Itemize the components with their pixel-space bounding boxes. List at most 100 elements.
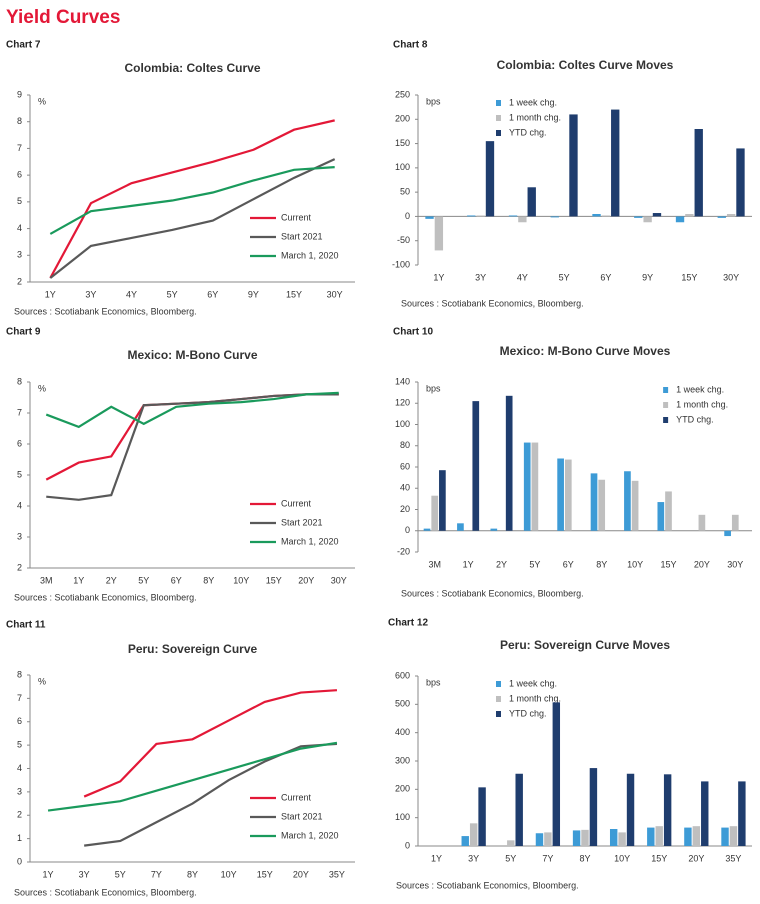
legend-label: Start 2021 xyxy=(281,811,323,821)
legend-label: March 1, 2020 xyxy=(281,536,339,546)
legend-label: March 1, 2020 xyxy=(281,250,339,260)
bar xyxy=(507,840,515,846)
x-tick-label: 10Y xyxy=(614,853,630,863)
chart-label: Chart 9 xyxy=(6,327,41,338)
legend-label: 1 week chg. xyxy=(676,384,724,394)
unit-label: % xyxy=(38,96,46,106)
bar xyxy=(592,214,601,217)
y-tick-label: 250 xyxy=(395,89,410,99)
y-tick-label: 40 xyxy=(400,483,410,493)
chart-title: Mexico: M-Bono Curve xyxy=(127,348,257,362)
y-tick-label: -50 xyxy=(397,235,410,245)
bar xyxy=(609,829,618,846)
legend-swatch xyxy=(496,100,501,106)
bar xyxy=(461,836,469,846)
x-tick-label: 8Y xyxy=(203,575,214,585)
y-tick-label: 500 xyxy=(395,699,410,709)
bar xyxy=(423,528,431,531)
y-tick-label: 6 xyxy=(17,438,22,448)
x-tick-label: 3M xyxy=(40,575,53,585)
bar xyxy=(515,773,523,846)
bar xyxy=(624,471,631,531)
legend-label: Current xyxy=(281,792,312,802)
x-tick-label: 8Y xyxy=(579,853,590,863)
bar xyxy=(439,470,446,531)
x-tick-label: 6Y xyxy=(563,559,574,569)
legend-swatch xyxy=(663,387,669,393)
y-tick-label: 120 xyxy=(395,398,410,408)
bar xyxy=(518,216,527,223)
x-tick-label: 3M xyxy=(428,559,441,569)
x-tick-label: 3Y xyxy=(475,272,486,282)
y-tick-label: 6 xyxy=(17,170,22,180)
chart-title: Peru: Sovereign Curve Moves xyxy=(500,638,670,652)
x-tick-label: 15Y xyxy=(257,869,273,879)
legend-swatch xyxy=(496,681,501,687)
x-tick-label: 15Y xyxy=(660,559,676,569)
legend-swatch xyxy=(663,402,669,408)
chart-label: Chart 10 xyxy=(393,327,433,338)
unit-label: % xyxy=(38,676,46,686)
x-tick-label: 6Y xyxy=(171,575,182,585)
x-tick-label: 7Y xyxy=(542,853,553,863)
bar xyxy=(652,213,662,217)
x-tick-label: 6Y xyxy=(207,289,218,299)
x-tick-label: 5Y xyxy=(138,575,149,585)
bar xyxy=(736,148,745,217)
series-line xyxy=(45,391,339,429)
bar xyxy=(598,479,606,531)
y-tick-label: 80 xyxy=(400,440,410,450)
series-line xyxy=(49,158,336,279)
bar xyxy=(665,491,672,531)
x-tick-label: 15Y xyxy=(286,289,302,299)
y-tick-label: 5 xyxy=(17,740,22,750)
bar xyxy=(457,523,464,531)
bar xyxy=(478,787,486,846)
series-line xyxy=(45,393,339,481)
y-tick-label: 200 xyxy=(395,784,410,794)
y-tick-label: 8 xyxy=(17,669,22,679)
y-tick-label: 7 xyxy=(17,143,22,153)
x-tick-label: 5Y xyxy=(167,289,178,299)
chart-label: Chart 11 xyxy=(6,620,46,631)
legend-label: Current xyxy=(281,212,312,222)
x-tick-label: 15Y xyxy=(651,853,667,863)
bar xyxy=(724,530,731,537)
source: Sources : Scotiabank Economics, Bloomber… xyxy=(14,887,197,897)
bar xyxy=(601,215,611,217)
x-tick-label: 10Y xyxy=(627,559,643,569)
bar xyxy=(531,442,539,531)
bar xyxy=(738,781,746,846)
y-tick-label: -20 xyxy=(397,546,410,556)
bar xyxy=(527,187,536,217)
bar xyxy=(557,458,564,531)
series-line xyxy=(83,689,338,798)
legend-label: Start 2021 xyxy=(281,517,323,527)
legend-swatch xyxy=(496,711,501,717)
bar xyxy=(675,216,685,223)
bar xyxy=(685,214,694,217)
x-tick-label: 20Y xyxy=(298,575,314,585)
bar xyxy=(726,214,736,217)
x-tick-label: 5Y xyxy=(115,869,126,879)
x-tick-label: 35Y xyxy=(725,853,741,863)
source: Sources : Scotiabank Economics, Bloomber… xyxy=(14,306,197,316)
y-tick-label: 200 xyxy=(395,114,410,124)
bar xyxy=(717,216,726,218)
y-tick-label: 4 xyxy=(17,763,22,773)
x-tick-label: 1Y xyxy=(433,272,444,282)
source: Sources : Scotiabank Economics, Bloomber… xyxy=(14,592,197,602)
bar xyxy=(523,442,531,531)
bar xyxy=(581,829,589,846)
x-tick-label: 10Y xyxy=(221,869,237,879)
y-tick-label: 6 xyxy=(17,716,22,726)
bar xyxy=(476,215,485,217)
x-tick-label: 8Y xyxy=(596,559,607,569)
y-tick-label: 9 xyxy=(17,89,22,99)
y-tick-label: 150 xyxy=(395,138,410,148)
x-tick-label: 6Y xyxy=(600,272,611,282)
bar xyxy=(467,215,476,217)
x-tick-label: 1Y xyxy=(45,289,56,299)
bar xyxy=(698,514,706,531)
